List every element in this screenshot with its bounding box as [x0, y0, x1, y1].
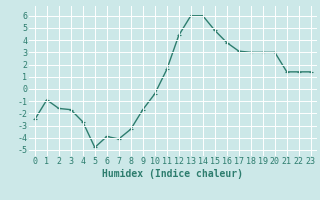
X-axis label: Humidex (Indice chaleur): Humidex (Indice chaleur): [102, 169, 243, 179]
